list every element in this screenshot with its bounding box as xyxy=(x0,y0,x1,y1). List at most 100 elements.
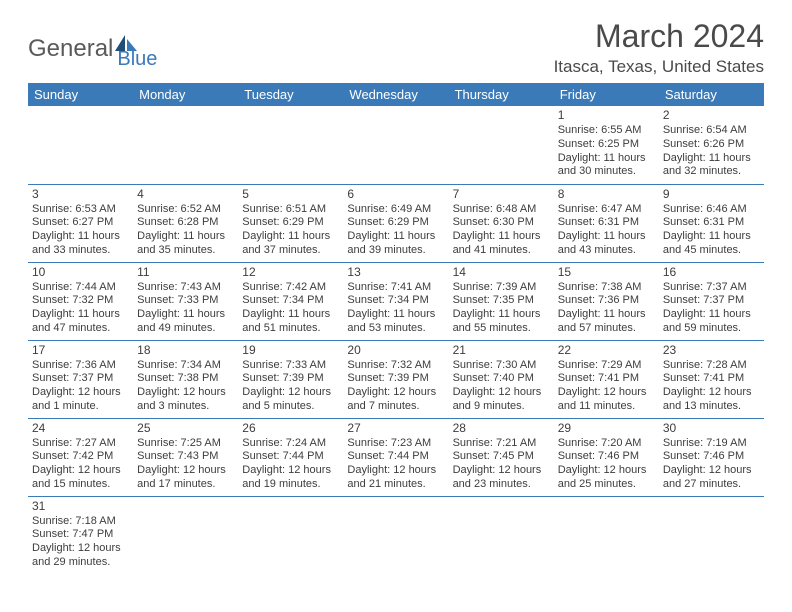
sunset-line: Sunset: 7:38 PM xyxy=(137,372,234,386)
daylight-line: Daylight: 11 hours and 39 minutes. xyxy=(347,230,444,258)
sunrise-line: Sunrise: 7:29 AM xyxy=(558,359,655,373)
calendar-row: 1Sunrise: 6:55 AMSunset: 6:25 PMDaylight… xyxy=(28,106,764,184)
sunset-line: Sunset: 7:44 PM xyxy=(347,450,444,464)
sunrise-line: Sunrise: 7:20 AM xyxy=(558,437,655,451)
day-number: 4 xyxy=(137,187,234,202)
sunset-line: Sunset: 7:41 PM xyxy=(558,372,655,386)
calendar-cell: 7Sunrise: 6:48 AMSunset: 6:30 PMDaylight… xyxy=(449,184,554,262)
calendar-cell: 12Sunrise: 7:42 AMSunset: 7:34 PMDayligh… xyxy=(238,262,343,340)
calendar-cell-empty xyxy=(554,496,659,574)
daylight-line: Daylight: 12 hours and 15 minutes. xyxy=(32,464,129,492)
daylight-line: Daylight: 11 hours and 45 minutes. xyxy=(663,230,760,258)
calendar-header-row: SundayMondayTuesdayWednesdayThursdayFrid… xyxy=(28,83,764,106)
sunset-line: Sunset: 7:42 PM xyxy=(32,450,129,464)
calendar-cell: 14Sunrise: 7:39 AMSunset: 7:35 PMDayligh… xyxy=(449,262,554,340)
daylight-line: Daylight: 12 hours and 3 minutes. xyxy=(137,386,234,414)
sunset-line: Sunset: 7:43 PM xyxy=(137,450,234,464)
calendar-cell: 1Sunrise: 6:55 AMSunset: 6:25 PMDaylight… xyxy=(554,106,659,184)
day-number: 13 xyxy=(347,265,444,280)
day-number: 23 xyxy=(663,343,760,358)
daylight-line: Daylight: 12 hours and 19 minutes. xyxy=(242,464,339,492)
calendar-cell: 25Sunrise: 7:25 AMSunset: 7:43 PMDayligh… xyxy=(133,418,238,496)
sunrise-line: Sunrise: 7:24 AM xyxy=(242,437,339,451)
sunrise-line: Sunrise: 7:25 AM xyxy=(137,437,234,451)
calendar-row: 24Sunrise: 7:27 AMSunset: 7:42 PMDayligh… xyxy=(28,418,764,496)
calendar-cell: 24Sunrise: 7:27 AMSunset: 7:42 PMDayligh… xyxy=(28,418,133,496)
calendar-row: 17Sunrise: 7:36 AMSunset: 7:37 PMDayligh… xyxy=(28,340,764,418)
sunrise-line: Sunrise: 7:27 AM xyxy=(32,437,129,451)
calendar-cell: 23Sunrise: 7:28 AMSunset: 7:41 PMDayligh… xyxy=(659,340,764,418)
daylight-line: Daylight: 12 hours and 21 minutes. xyxy=(347,464,444,492)
calendar-cell-empty xyxy=(659,496,764,574)
day-number: 30 xyxy=(663,421,760,436)
sunrise-line: Sunrise: 7:32 AM xyxy=(347,359,444,373)
calendar-cell: 13Sunrise: 7:41 AMSunset: 7:34 PMDayligh… xyxy=(343,262,448,340)
sunrise-line: Sunrise: 6:55 AM xyxy=(558,124,655,138)
sunrise-line: Sunrise: 7:44 AM xyxy=(32,281,129,295)
sunset-line: Sunset: 7:37 PM xyxy=(663,294,760,308)
sunrise-line: Sunrise: 6:53 AM xyxy=(32,203,129,217)
daylight-line: Daylight: 11 hours and 49 minutes. xyxy=(137,308,234,336)
daylight-line: Daylight: 12 hours and 11 minutes. xyxy=(558,386,655,414)
calendar-cell-empty xyxy=(238,106,343,184)
day-number: 28 xyxy=(453,421,550,436)
sunrise-line: Sunrise: 7:37 AM xyxy=(663,281,760,295)
sunrise-line: Sunrise: 7:36 AM xyxy=(32,359,129,373)
daylight-line: Daylight: 12 hours and 29 minutes. xyxy=(32,542,129,570)
sunset-line: Sunset: 6:31 PM xyxy=(558,216,655,230)
calendar-body: 1Sunrise: 6:55 AMSunset: 6:25 PMDaylight… xyxy=(28,106,764,574)
calendar-cell: 17Sunrise: 7:36 AMSunset: 7:37 PMDayligh… xyxy=(28,340,133,418)
page-title: March 2024 xyxy=(554,18,764,55)
day-number: 1 xyxy=(558,108,655,123)
day-number: 26 xyxy=(242,421,339,436)
day-number: 22 xyxy=(558,343,655,358)
calendar-cell: 22Sunrise: 7:29 AMSunset: 7:41 PMDayligh… xyxy=(554,340,659,418)
day-number: 16 xyxy=(663,265,760,280)
daylight-line: Daylight: 11 hours and 37 minutes. xyxy=(242,230,339,258)
sunset-line: Sunset: 7:45 PM xyxy=(453,450,550,464)
sunrise-line: Sunrise: 6:47 AM xyxy=(558,203,655,217)
sunset-line: Sunset: 7:34 PM xyxy=(242,294,339,308)
sunrise-line: Sunrise: 6:52 AM xyxy=(137,203,234,217)
sunrise-line: Sunrise: 7:42 AM xyxy=(242,281,339,295)
sunrise-line: Sunrise: 7:28 AM xyxy=(663,359,760,373)
day-number: 5 xyxy=(242,187,339,202)
day-number: 31 xyxy=(32,499,129,514)
daylight-line: Daylight: 11 hours and 55 minutes. xyxy=(453,308,550,336)
daylight-line: Daylight: 11 hours and 33 minutes. xyxy=(32,230,129,258)
day-number: 20 xyxy=(347,343,444,358)
calendar-cell: 29Sunrise: 7:20 AMSunset: 7:46 PMDayligh… xyxy=(554,418,659,496)
daylight-line: Daylight: 12 hours and 13 minutes. xyxy=(663,386,760,414)
calendar-cell-empty xyxy=(343,496,448,574)
day-number: 2 xyxy=(663,108,760,123)
weekday-header: Thursday xyxy=(449,83,554,106)
calendar-cell: 18Sunrise: 7:34 AMSunset: 7:38 PMDayligh… xyxy=(133,340,238,418)
sunrise-line: Sunrise: 7:39 AM xyxy=(453,281,550,295)
weekday-header: Wednesday xyxy=(343,83,448,106)
calendar-cell: 31Sunrise: 7:18 AMSunset: 7:47 PMDayligh… xyxy=(28,496,133,574)
day-number: 29 xyxy=(558,421,655,436)
calendar-row: 10Sunrise: 7:44 AMSunset: 7:32 PMDayligh… xyxy=(28,262,764,340)
title-block: March 2024 Itasca, Texas, United States xyxy=(554,18,764,77)
calendar-cell-empty xyxy=(449,496,554,574)
sunset-line: Sunset: 7:37 PM xyxy=(32,372,129,386)
day-number: 7 xyxy=(453,187,550,202)
sunset-line: Sunset: 6:28 PM xyxy=(137,216,234,230)
sunset-line: Sunset: 6:27 PM xyxy=(32,216,129,230)
day-number: 15 xyxy=(558,265,655,280)
daylight-line: Daylight: 11 hours and 51 minutes. xyxy=(242,308,339,336)
sunrise-line: Sunrise: 7:33 AM xyxy=(242,359,339,373)
sunset-line: Sunset: 7:35 PM xyxy=(453,294,550,308)
sunrise-line: Sunrise: 6:48 AM xyxy=(453,203,550,217)
calendar-cell-empty xyxy=(133,496,238,574)
sunrise-line: Sunrise: 7:19 AM xyxy=(663,437,760,451)
calendar-cell: 20Sunrise: 7:32 AMSunset: 7:39 PMDayligh… xyxy=(343,340,448,418)
calendar-row: 31Sunrise: 7:18 AMSunset: 7:47 PMDayligh… xyxy=(28,496,764,574)
calendar-cell: 19Sunrise: 7:33 AMSunset: 7:39 PMDayligh… xyxy=(238,340,343,418)
sunrise-line: Sunrise: 7:30 AM xyxy=(453,359,550,373)
daylight-line: Daylight: 11 hours and 41 minutes. xyxy=(453,230,550,258)
sunrise-line: Sunrise: 7:41 AM xyxy=(347,281,444,295)
sunset-line: Sunset: 7:36 PM xyxy=(558,294,655,308)
day-number: 19 xyxy=(242,343,339,358)
day-number: 8 xyxy=(558,187,655,202)
